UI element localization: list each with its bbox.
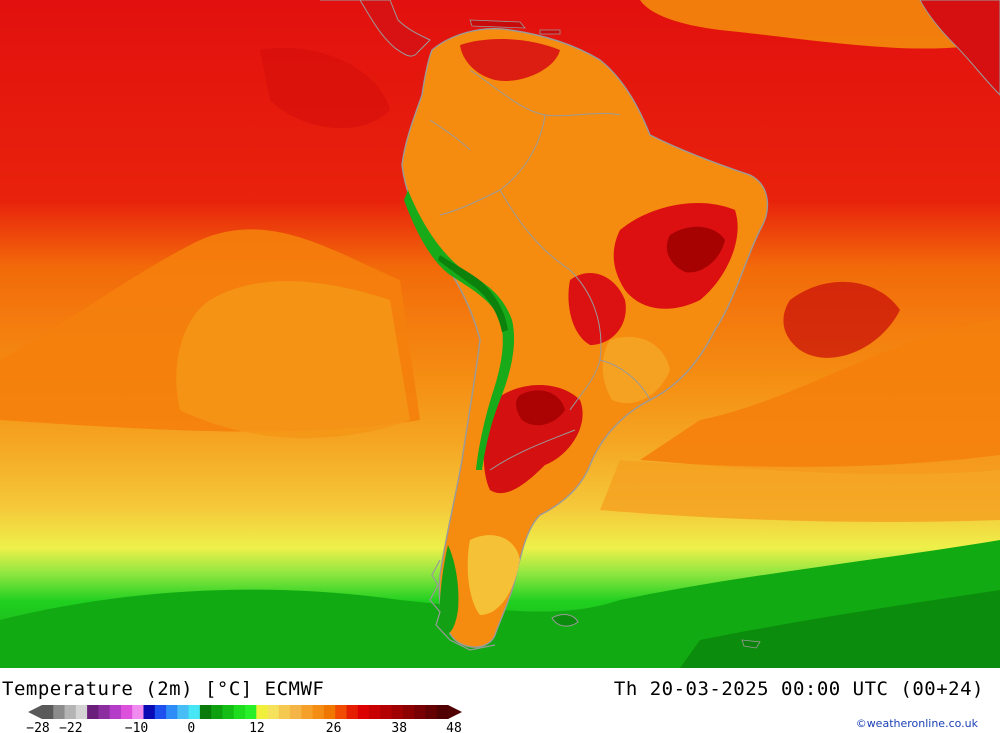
legend-swatch	[267, 705, 280, 719]
west-orange-inner	[176, 281, 410, 439]
legend-swatch	[380, 705, 393, 719]
legend-swatch	[132, 705, 144, 719]
northern-hot-region	[460, 38, 560, 81]
patagonian-andes	[439, 545, 459, 634]
legend-swatch	[188, 705, 201, 719]
legend-swatch	[335, 705, 347, 719]
legend-tick-label: 0	[187, 721, 195, 733]
legend-swatch	[256, 705, 269, 719]
valid-time: Th 20-03-2025 00:00 UTC (00+24)	[613, 678, 984, 700]
legend-swatch	[177, 705, 190, 719]
legend-swatch	[245, 705, 257, 719]
east-coast-light	[602, 336, 670, 404]
legend-tick-label: −28	[26, 721, 49, 733]
legend-swatch	[222, 705, 235, 719]
southern-dark-green	[680, 590, 1000, 668]
pacific-hot-blob	[260, 48, 390, 129]
legend-tick-label: 26	[326, 721, 342, 733]
legend-swatch	[87, 705, 99, 719]
legend-swatch	[357, 705, 370, 719]
legend-swatch	[402, 705, 415, 719]
legend-swatch	[369, 705, 381, 719]
legend-swatch	[436, 705, 449, 719]
legend-tick-label: −10	[125, 721, 148, 733]
legend-arrow-left	[28, 705, 42, 719]
andes-cold-strip	[404, 190, 515, 470]
brazil-darkest	[666, 226, 725, 273]
legend-arrow-right	[448, 705, 462, 719]
legend-swatch	[278, 705, 291, 719]
andes-dark-core	[438, 255, 508, 332]
legend-swatch	[211, 705, 223, 719]
legend-swatch	[346, 705, 359, 719]
legend-tick-label: −22	[59, 721, 82, 733]
legend-swatch	[53, 705, 66, 719]
legend-tick-label: 12	[249, 721, 265, 733]
legend-swatch	[301, 705, 314, 719]
country-borders	[429, 69, 651, 471]
credit-link[interactable]: ©weatheronline.co.uk	[855, 717, 978, 730]
north-atlantic-orange	[640, 0, 1000, 49]
legend-swatch	[75, 705, 88, 719]
legend-swatch	[120, 705, 133, 719]
legend-swatch	[109, 705, 122, 719]
legend-swatch	[391, 705, 404, 719]
legend-swatch	[199, 705, 212, 719]
legend-swatch	[323, 705, 336, 719]
south-georgia	[741, 639, 761, 649]
legend-swatch	[143, 705, 156, 719]
legend-swatch	[98, 705, 111, 719]
east-light-zone	[600, 455, 1000, 522]
footer-bar	[0, 668, 1000, 733]
legend-swatch	[414, 705, 426, 719]
legend-swatch	[312, 705, 325, 719]
legend-swatch	[233, 705, 246, 719]
legend-tick-label: 38	[391, 721, 407, 733]
argentina-darkest	[516, 390, 565, 426]
paraguay-hot-region	[568, 272, 626, 345]
east-orange-zone	[640, 320, 1000, 475]
falkland-islands	[551, 614, 579, 627]
patagonia-yellow	[467, 535, 520, 615]
legend-swatch	[425, 705, 438, 719]
legend-swatch	[64, 705, 77, 719]
legend-swatch	[166, 705, 178, 719]
temperature-map	[0, 0, 1000, 668]
africa-edge	[919, 0, 1000, 96]
legend-tick-label: 48	[446, 721, 462, 733]
color-legend: −28 −22 −10 0 12 26 38 48	[26, 705, 462, 733]
atlantic-hot-blob	[783, 281, 900, 358]
map-title: Temperature (2m) [°C] ECMWF	[2, 678, 325, 700]
legend-swatch	[154, 705, 167, 719]
legend-swatch	[42, 705, 54, 719]
legend-swatch	[290, 705, 302, 719]
chile-fjords	[429, 559, 496, 651]
central-america	[320, 0, 431, 57]
caribbean-islands	[469, 19, 561, 35]
